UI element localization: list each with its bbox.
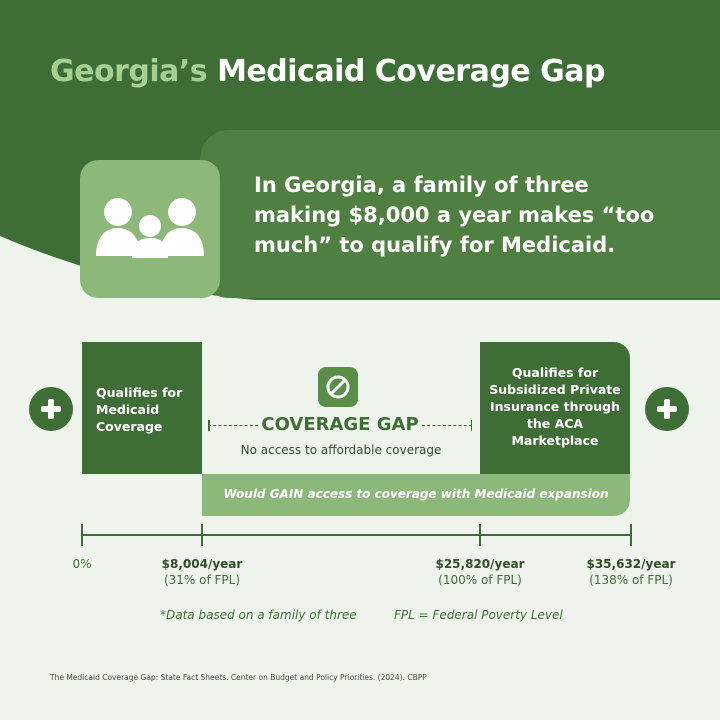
bracket-left (208, 420, 258, 431)
scale-amount: $8,004/year (161, 557, 243, 571)
plus-icon-right (645, 387, 689, 431)
callout-text: In Georgia, a family of three making $8,… (254, 170, 674, 260)
bracket-right (422, 420, 472, 431)
box-line: the ACA (526, 416, 584, 431)
family-card (80, 160, 220, 298)
medicaid-coverage-box: Qualifies for Medicaid Coverage (82, 342, 202, 474)
scale-tick (479, 524, 481, 546)
coverage-gap-title: COVERAGE GAP (261, 414, 419, 435)
callout-line: making $8,000 a year makes “too (254, 203, 655, 227)
box-line: Insurance through (490, 399, 620, 414)
box-line: Medicaid (96, 402, 160, 417)
fpl-note: FPL = Federal Poverty Level (394, 608, 563, 622)
scale-amount: $25,820/year (435, 557, 525, 571)
prohibited-icon (318, 367, 358, 407)
scale-tick (630, 524, 632, 546)
coverage-gap-subtitle: No access to affordable coverage (240, 443, 442, 457)
aca-marketplace-box: Qualifies for Subsidized Private Insuran… (480, 342, 630, 474)
scale-label-2: $25,820/year (100% of FPL) (420, 556, 540, 588)
callout-line: In Georgia, a family of three (254, 173, 589, 197)
income-scale-line (82, 534, 632, 536)
family-note: *Data based on a family of three (160, 608, 357, 622)
coverage-gap-heading: COVERAGE GAP (208, 414, 472, 438)
box-line: Coverage (96, 419, 163, 434)
source-citation: The Medicaid Coverage Gap: State Fact Sh… (50, 673, 427, 682)
scale-tick (201, 524, 203, 546)
scale-percent: (100% of FPL) (438, 573, 522, 587)
callout-line: much” to qualify for Medicaid. (254, 233, 616, 257)
box-line: Subsidized Private (489, 382, 621, 397)
box-line: Qualifies for (511, 365, 599, 380)
scale-percent: (138% of FPL) (589, 573, 673, 587)
scale-percent: (31% of FPL) (163, 573, 241, 587)
page-title: Georgia’s Medicaid Coverage Gap (50, 54, 605, 89)
box-line: Marketplace (511, 433, 599, 448)
scale-tick (81, 524, 83, 546)
scale-amount: $35,632/year (586, 557, 676, 571)
scale-label-1: $8,004/year (31% of FPL) (142, 556, 262, 588)
aca-marketplace-label: Qualifies for Subsidized Private Insuran… (488, 364, 622, 449)
title-highlight: Georgia’s (50, 54, 208, 89)
scale-label-3: $35,632/year (138% of FPL) (570, 556, 692, 588)
box-line: Qualifies for (96, 385, 183, 400)
plus-icon-left (29, 387, 73, 431)
medicaid-expansion-text: Would GAIN access to coverage with Medic… (223, 487, 609, 501)
medicaid-expansion-bar: Would GAIN access to coverage with Medic… (202, 474, 630, 516)
scale-label-0: 0% (62, 556, 102, 572)
family-icon (96, 198, 204, 258)
title-rest: Medicaid Coverage Gap (217, 54, 605, 89)
medicaid-coverage-label: Qualifies for Medicaid Coverage (96, 384, 182, 435)
scale-amount: 0% (72, 557, 92, 571)
